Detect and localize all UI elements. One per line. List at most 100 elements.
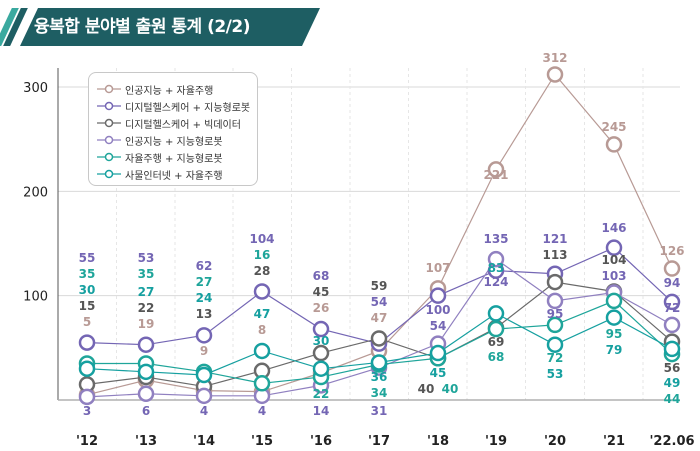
data-label: 6 [142,404,150,418]
x-tick-label: '22.06 [649,434,694,449]
data-label: 79 [606,343,623,357]
data-label: 22 [313,387,330,401]
data-label: 121 [542,232,567,246]
legend-label: 인공지능 + 지능형로봇 [125,136,223,148]
data-point [605,136,623,153]
data-point [195,327,213,344]
header: 융복합 분야별 출원 통계 (2/2) [0,0,700,50]
data-point [195,387,213,405]
y-tick-label: 100 [23,290,48,305]
data-label: 28 [254,264,271,278]
data-point [487,320,505,338]
data-label: 13 [196,307,213,321]
data-label: 24 [196,291,213,305]
data-label: 45 [313,285,330,299]
legend-swatch [97,101,121,111]
data-label: 53 [138,251,155,265]
data-point [429,287,447,304]
data-label: 100 [425,303,450,317]
data-label: 36 [371,370,388,384]
data-point [137,385,155,402]
data-label: 49 [664,376,681,390]
data-point [663,340,681,358]
data-label: 47 [371,311,388,325]
data-point [195,366,213,384]
data-label: 30 [79,283,96,297]
data-label: 83 [488,261,505,275]
data-point [546,273,564,291]
legend-label: 디지털헬스케어 + 지능형로봇 [125,102,251,114]
data-label: 53 [547,367,564,381]
data-point [663,293,681,311]
data-point [663,316,681,334]
data-label: 103 [601,269,626,283]
x-tick-label: '20 [544,434,566,449]
data-label: 107 [425,261,450,275]
data-point [546,292,564,310]
data-label: 59 [371,279,388,293]
data-label: 14 [313,404,330,418]
legend-item: 인공지능 + 지능형로봇 [97,132,223,148]
data-point [370,330,388,347]
data-point [78,388,96,406]
x-tick-label: '14 [193,434,215,449]
legend-label: 사물인터넷 + 자율주행 [125,170,223,182]
data-point [487,161,505,178]
data-point [546,336,564,353]
data-point [312,320,330,338]
data-point [370,354,388,371]
data-label: 124 [483,275,508,289]
x-tick-label: '19 [485,434,507,449]
data-point [137,336,155,353]
data-label: 27 [196,275,213,289]
data-label: 55 [79,251,96,265]
data-label: 9 [200,344,208,358]
data-label: 95 [606,327,623,341]
data-label: 72 [547,351,564,365]
data-label: 16 [254,248,271,262]
data-label: 27 [138,285,155,299]
data-point [487,305,505,322]
data-label: 4 [258,404,266,418]
data-label: 94 [664,276,681,290]
data-point [137,363,155,381]
data-point [663,260,681,277]
data-label: 5 [83,315,91,329]
x-tick-label: '21 [603,434,625,449]
data-label: 221 [483,168,508,182]
data-label: 56 [664,361,681,375]
data-label: 104 [249,232,274,246]
data-point [546,66,564,83]
legend-label: 디지털헬스케어 + 빅데이터 [125,119,241,131]
data-point [253,283,271,300]
data-label: 34 [371,386,388,400]
data-point [605,309,623,326]
data-label: 30 [313,334,330,348]
legend-label: 자율주행 + 지능형로봇 [125,153,223,165]
legend-swatch [97,84,121,94]
data-label: 312 [542,51,567,65]
header-bar [20,8,320,46]
data-label: 72 [664,301,681,315]
legend-item: 자율주행 + 지능형로봇 [97,149,223,165]
data-label: 4 [200,404,208,418]
data-label: 3 [83,404,91,418]
legend-swatch [97,169,121,179]
x-tick-label: '15 [251,434,273,449]
data-point [546,316,564,334]
data-label: 135 [483,232,508,246]
y-tick-label: 300 [23,81,48,96]
page-title: 융복합 분야별 출원 통계 (2/2) [34,17,250,37]
data-point [253,342,271,360]
legend-label: 인공지능 + 자율주행 [125,85,214,97]
data-label: 31 [371,404,388,418]
legend-swatch [97,118,121,128]
y-tick-label: 200 [23,185,48,200]
legend-item: 디지털헬스케어 + 빅데이터 [97,115,241,131]
data-label: 68 [313,269,330,283]
data-label: 245 [601,120,626,134]
x-tick-label: '16 [310,434,332,449]
data-point [78,334,96,351]
data-label: 26 [313,301,330,315]
